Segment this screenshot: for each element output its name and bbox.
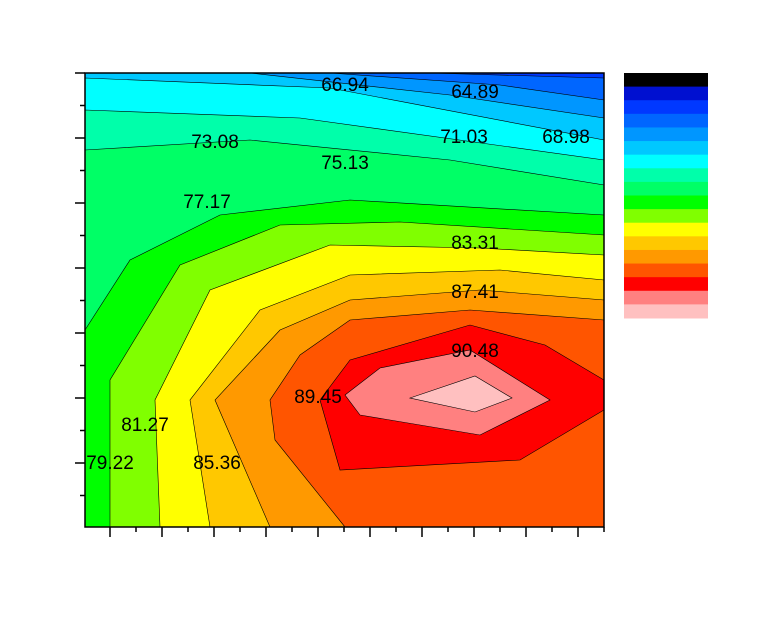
colorbar-swatch	[624, 290, 708, 305]
contour-region	[408, 375, 513, 413]
colorbar-swatch	[624, 154, 708, 169]
colorbar-swatch	[624, 127, 708, 142]
colorbar-swatch	[624, 113, 708, 128]
contour-label: 75.13	[321, 153, 369, 174]
contour-label: 71.03	[440, 127, 488, 148]
contour-label: 83.31	[451, 233, 499, 254]
colorbar-swatch	[624, 304, 708, 319]
colorbar-swatch	[624, 100, 708, 115]
contour-label: 87.41	[451, 282, 499, 303]
colorbar-swatch	[624, 168, 708, 183]
contour-label: 90.48	[451, 341, 499, 362]
contour-label: 85.36	[193, 453, 241, 474]
contour-label: 89.45	[294, 387, 342, 408]
colorbar-swatch	[624, 86, 708, 101]
colorbar-swatch	[624, 277, 708, 292]
colorbar-swatch	[624, 181, 708, 196]
contour-label: 64.89	[451, 82, 499, 103]
colorbar-swatch	[624, 222, 708, 237]
colorbar-swatch	[624, 263, 708, 278]
contour-label: 66.94	[321, 75, 369, 96]
colorbar-swatch	[624, 195, 708, 210]
contour-label: 79.22	[86, 453, 134, 474]
colorbar-swatch	[624, 236, 708, 251]
contour-label: 73.08	[191, 132, 239, 153]
colorbar-swatch	[624, 73, 708, 88]
colorbar-swatch	[624, 209, 708, 224]
contour-label: 77.17	[183, 192, 231, 213]
colorbar-swatch	[624, 249, 708, 265]
contour-label: 68.98	[542, 127, 590, 148]
contour-label: 81.27	[121, 415, 169, 436]
colorbar-swatch	[624, 141, 708, 156]
